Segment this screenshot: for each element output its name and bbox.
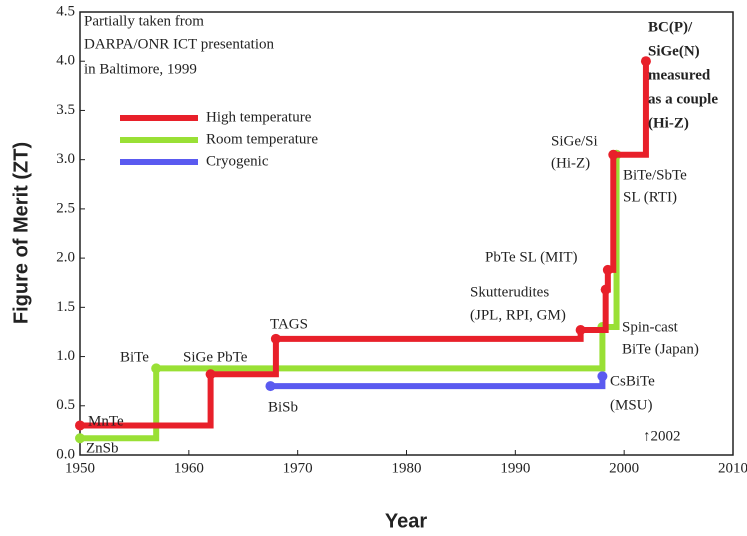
data-point: [75, 420, 85, 431]
data-point: [608, 149, 619, 160]
annotation: BiSb: [268, 399, 298, 415]
annotation: (Hi-Z): [551, 155, 590, 171]
series-line: [80, 154, 620, 442]
annotation: ZnSb: [86, 440, 119, 456]
y-tick-label: 1.5: [56, 299, 75, 315]
annotation: BC(P)/: [648, 19, 693, 35]
annotation: measured: [648, 67, 711, 83]
data-point: [602, 264, 613, 275]
y-tick-label: 2.0: [56, 250, 75, 266]
annotation: BiTe: [120, 349, 149, 365]
x-tick-label: 1980: [392, 460, 422, 476]
data-point: [265, 381, 276, 392]
legend-label: Room temperature: [206, 131, 318, 147]
annotation: SiGe/Si: [551, 133, 598, 149]
annotation: TAGS: [270, 316, 308, 332]
data-point: [575, 324, 586, 335]
annotation: ↑2002: [643, 428, 681, 444]
annotation: (JPL, RPI, GM): [470, 307, 566, 323]
annotation: Partially taken from: [84, 13, 204, 29]
y-tick-label: 1.0: [56, 348, 75, 364]
annotation: CsBiTe: [610, 373, 655, 389]
data-point: [640, 56, 651, 67]
annotation: (MSU): [610, 397, 653, 413]
series-line: [80, 61, 649, 429]
x-tick-label: 2010: [718, 460, 747, 476]
annotation: DARPA/ONR ICT presentation: [84, 36, 275, 52]
x-tick-label: 1990: [500, 460, 530, 476]
legend-label: High temperature: [206, 109, 312, 125]
data-point: [600, 284, 611, 295]
y-tick-label: 4.5: [56, 3, 75, 19]
annotation: (Hi-Z): [648, 115, 689, 131]
y-tick-label: 0.5: [56, 397, 75, 413]
x-tick-label: 1970: [283, 460, 313, 476]
x-tick-label: 2000: [609, 460, 639, 476]
annotation: Spin-cast: [622, 319, 679, 335]
annotation: PbTe SL (MIT): [485, 249, 578, 265]
y-tick-label: 0.0: [56, 446, 75, 462]
data-point: [270, 333, 281, 344]
data-point: [597, 371, 608, 382]
annotation: SL (RTI): [623, 189, 677, 205]
annotation: BiTe (Japan): [622, 341, 699, 357]
y-tick-label: 4.0: [56, 53, 75, 69]
annotation: in Baltimore, 1999: [84, 61, 197, 77]
annotation: MnTe: [88, 413, 124, 429]
annotation: Skutterudites: [470, 284, 549, 300]
legend-label: Cryogenic: [206, 153, 269, 169]
y-axis-label: Figure of Merit (ZT): [10, 142, 32, 324]
y-tick-label: 2.5: [56, 200, 75, 216]
annotation: BiTe/SbTe: [623, 167, 687, 183]
series-line: [270, 376, 606, 390]
x-tick-label: 1950: [65, 460, 95, 476]
annotation: SiGe PbTe: [183, 349, 248, 365]
annotation: SiGe(N): [648, 43, 700, 59]
y-tick-label: 3.5: [56, 102, 75, 118]
x-axis-label: Year: [385, 510, 427, 532]
y-tick-label: 3.0: [56, 151, 75, 167]
annotation: as a couple: [648, 91, 718, 107]
data-point: [205, 369, 216, 380]
x-tick-label: 1960: [174, 460, 204, 476]
data-point: [75, 433, 85, 444]
data-point: [151, 363, 162, 374]
